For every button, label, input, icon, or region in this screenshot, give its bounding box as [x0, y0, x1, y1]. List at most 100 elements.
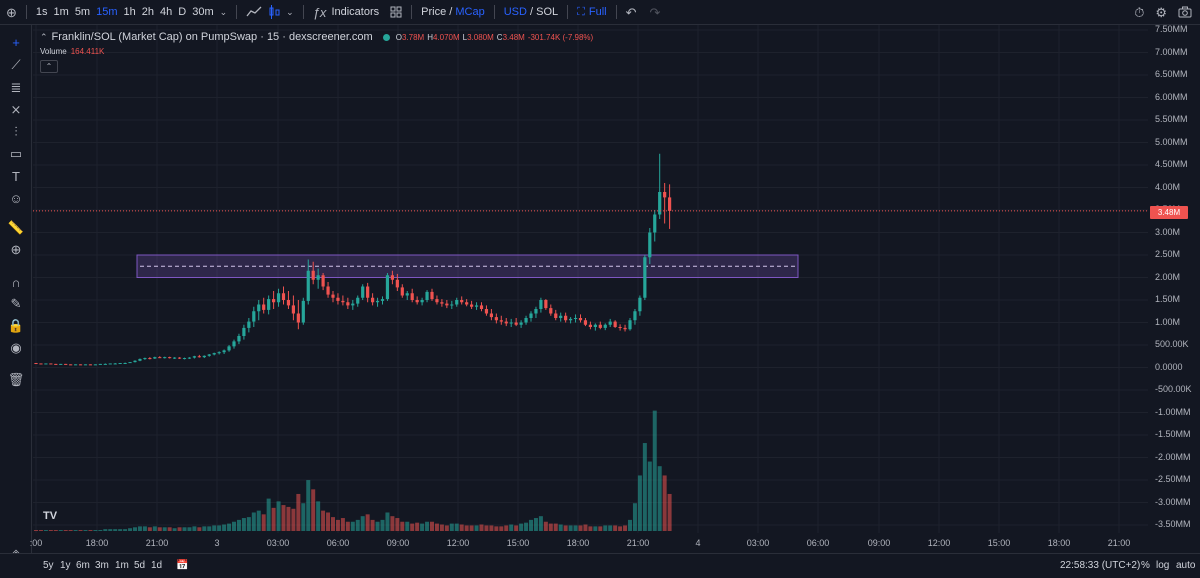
range-1y[interactable]: 1y: [60, 560, 71, 571]
trend-line-icon[interactable]: ⟋: [11, 57, 21, 72]
range-5y[interactable]: 5y: [43, 560, 54, 571]
high-value: 4.070M: [432, 32, 460, 42]
trash-icon[interactable]: 🗑: [7, 372, 25, 387]
volume-bar: [197, 527, 202, 531]
tradingview-logo[interactable]: TV: [43, 510, 58, 522]
price-mcap-toggle[interactable]: Price / MCap: [421, 6, 485, 18]
eye-icon[interactable]: ◉: [10, 340, 22, 355]
gear-icon[interactable]: ⚙: [1155, 4, 1167, 20]
range-5d[interactable]: 5d: [134, 560, 146, 571]
lock-icon[interactable]: 🔒: [7, 318, 25, 333]
fib-icon[interactable]: ≣: [10, 80, 22, 95]
projection-icon[interactable]: ⫶: [14, 124, 18, 139]
time-tick-label: 21:00: [1107, 538, 1131, 548]
time-tick-label: 21:00: [145, 538, 169, 548]
candle-body: [450, 304, 454, 306]
time-tick-label: 06:00: [326, 538, 350, 548]
auto-toggle[interactable]: auto: [1176, 560, 1196, 571]
camera-icon[interactable]: [1178, 6, 1192, 18]
text-icon[interactable]: T: [12, 168, 20, 184]
volume-bar: [286, 506, 291, 531]
candle-body: [588, 324, 592, 327]
line-chart-icon[interactable]: [246, 6, 262, 18]
range-1d[interactable]: 1d: [151, 560, 163, 571]
range-6m[interactable]: 6m: [76, 560, 90, 571]
candle-body: [276, 293, 281, 303]
draw-lock-icon[interactable]: ✎: [10, 296, 22, 311]
time-tick-label: 15:00: [987, 538, 1011, 548]
candle-body: [291, 305, 295, 314]
low-value: 3.080M: [467, 32, 494, 42]
volume-bar: [68, 530, 73, 531]
crosshair-icon[interactable]: +: [12, 34, 20, 50]
candle-body: [559, 315, 563, 318]
volume-bar: [355, 519, 360, 531]
interval-2h[interactable]: 2h: [141, 6, 154, 18]
goto-date-icon[interactable]: 📅: [176, 560, 189, 571]
candle-body: [138, 358, 142, 361]
pattern-icon[interactable]: ⨯: [10, 102, 22, 117]
candle-body: [311, 270, 315, 280]
volume-bar: [187, 527, 192, 531]
add-symbol-icon[interactable]: ⊕: [6, 4, 17, 20]
candle-body: [192, 356, 196, 358]
alert-clock-icon[interactable]: ⏱: [1134, 4, 1145, 20]
interval-1s[interactable]: 1s: [35, 6, 48, 18]
interval-5m[interactable]: 5m: [74, 6, 91, 18]
usd-sol-toggle[interactable]: USD / SOL: [504, 6, 558, 18]
bottom-toolbar: 5y 1y 6m 3m 1m 5d 1d 📅 22:58:33 (UTC+2) % log …: [0, 553, 1200, 578]
interval-1m[interactable]: 1m: [53, 6, 69, 18]
low-key: L: [462, 32, 468, 42]
interval-list: 1s 1m 5m 15m 1h 2h 4h D 30m: [33, 6, 217, 18]
log-toggle[interactable]: log: [1156, 560, 1170, 571]
time-tick-label: 03:00: [746, 538, 770, 548]
candle-body: [212, 353, 216, 355]
volume-bar: [410, 523, 415, 531]
candle-body: [74, 364, 78, 366]
volume-bar: [533, 518, 538, 531]
change-value: -301.74K (-7.98%): [527, 32, 594, 42]
emoji-icon[interactable]: ☺: [9, 190, 23, 206]
candle-body: [177, 357, 182, 359]
chevron-up-icon[interactable]: ⌃: [40, 31, 48, 42]
volume-bar: [73, 530, 78, 531]
undo-icon[interactable]: ↶: [625, 4, 637, 20]
candle-body: [93, 364, 97, 366]
redo-icon[interactable]: ↷: [649, 4, 661, 20]
price-tick-label: 2.50M: [1155, 249, 1181, 259]
rectangle-icon[interactable]: ▭: [9, 146, 23, 161]
full-button[interactable]: ⛶ Full: [577, 6, 606, 19]
range-1m[interactable]: 1m: [115, 560, 129, 571]
chevron-down-icon[interactable]: ⌄: [286, 6, 294, 17]
candle-body: [113, 363, 117, 365]
interval-15m[interactable]: 15m: [96, 6, 118, 18]
candle-body: [54, 363, 58, 365]
collapse-legend-button[interactable]: ⌃: [40, 60, 58, 73]
layouts-icon[interactable]: [390, 6, 402, 18]
price-tick-label: 7.50MM: [1155, 24, 1188, 34]
interval-D[interactable]: D: [178, 6, 187, 18]
volume-bar: [93, 530, 98, 531]
candle-body: [217, 352, 221, 354]
volume-bar: [192, 526, 197, 531]
volume-bar: [524, 522, 529, 531]
clock-readout[interactable]: 22:58:33 (UTC+2): [1060, 560, 1141, 571]
zoom-in-icon[interactable]: ⊕: [10, 242, 22, 257]
divider: [25, 5, 27, 19]
candles-icon[interactable]: [268, 5, 280, 19]
volume-bar: [83, 530, 88, 531]
range-3m[interactable]: 3m: [95, 560, 109, 571]
candle-body: [371, 297, 375, 303]
time-tick-label: 18:00: [566, 538, 590, 548]
time-tick-label: 03:00: [266, 538, 290, 548]
indicators-button[interactable]: ƒx Indicators: [313, 6, 379, 19]
percent-toggle[interactable]: %: [1141, 560, 1150, 571]
chevron-down-icon[interactable]: ⌄: [219, 6, 228, 17]
interval-1h[interactable]: 1h: [123, 6, 136, 18]
candle-body: [341, 300, 345, 303]
ruler-icon[interactable]: 📏: [7, 220, 25, 235]
interval-4h[interactable]: 4h: [160, 6, 173, 18]
interval-30m[interactable]: 30m: [192, 6, 214, 18]
magnet-icon[interactable]: ∩: [11, 274, 21, 290]
